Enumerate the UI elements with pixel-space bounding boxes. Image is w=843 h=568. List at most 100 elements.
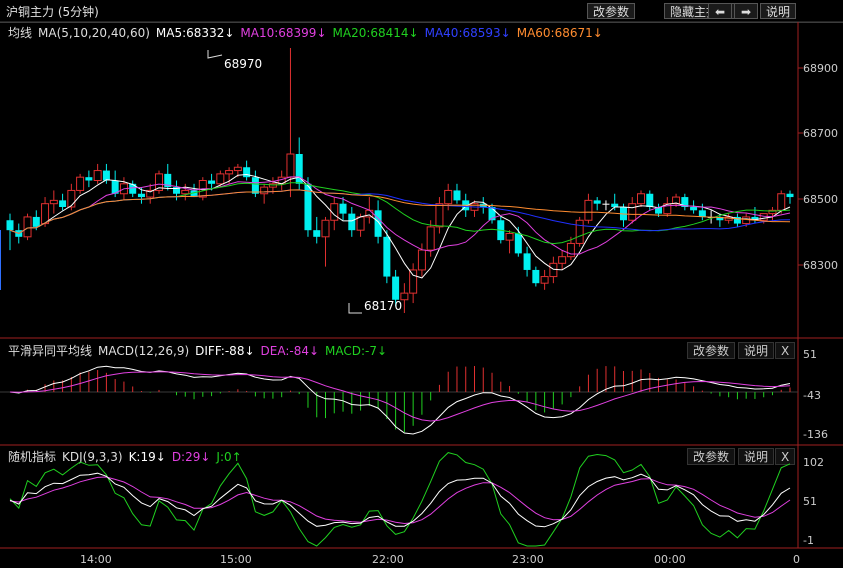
instrument-title: 沪铜主力 (5分钟) xyxy=(6,5,99,19)
kdj-params-button[interactable]: 改参数 xyxy=(687,448,736,465)
candle-body xyxy=(672,196,681,205)
candle-body xyxy=(400,292,409,301)
kdj-tick-102: 102 xyxy=(803,456,824,469)
kdj-d-line xyxy=(9,476,791,525)
candle-body xyxy=(286,153,295,178)
arrow-right-icon[interactable]: ➡ xyxy=(734,3,758,19)
arrow-left-icon[interactable]: ⬅ xyxy=(708,3,732,19)
candle-body xyxy=(497,220,505,241)
candle-body xyxy=(575,219,584,244)
candle-body xyxy=(505,233,514,241)
macd-y-ticks: 51 -43 -136 xyxy=(803,348,828,441)
candle-body xyxy=(637,193,646,205)
candle-body xyxy=(479,203,487,207)
kdj-k-line xyxy=(9,472,791,528)
high-marker xyxy=(207,50,223,59)
kdj-tick-51: 51 xyxy=(803,495,817,508)
candle-body xyxy=(268,183,277,188)
candle-body xyxy=(233,166,242,172)
kdj-label: 随机指标 xyxy=(8,450,57,464)
candle-body xyxy=(243,167,251,178)
candle-body xyxy=(724,216,733,221)
macd-legend: 平滑异同平均线 MACD(12,26,9) DIFF:-88↓ DEA:-84↓ MAC… xyxy=(8,342,393,359)
candle-body xyxy=(374,210,382,237)
candle-body xyxy=(768,209,777,215)
candle-body xyxy=(426,226,435,251)
x-label-0000: 00:00 xyxy=(654,553,686,566)
y-tick-68300: 68300 xyxy=(803,259,838,272)
candle-body xyxy=(523,253,531,270)
candle-body xyxy=(23,216,32,238)
ma60-value: MA60:68671↓ xyxy=(516,26,603,40)
macd-tick-51: 51 xyxy=(803,348,817,361)
kdj-j: J:0↑ xyxy=(216,450,242,464)
macd-params-button[interactable]: 改参数 xyxy=(687,342,736,359)
macd-dea-line xyxy=(9,371,791,422)
candle-body xyxy=(453,190,461,201)
macd-help-button[interactable]: 说明 xyxy=(738,342,775,359)
kdj-j-line xyxy=(9,452,791,547)
candle-body xyxy=(198,180,207,198)
candle-body xyxy=(514,233,522,254)
macd-label: 平滑异同平均线 xyxy=(8,344,93,358)
candle-body xyxy=(716,216,724,221)
main-y-ticks: 68900 68700 68500 68300 xyxy=(798,62,838,272)
kdj-tick--1: -1 xyxy=(803,534,814,547)
macd-group xyxy=(0,365,798,435)
top-toolbar: 沪铜主力 (5分钟) 改参数 隐藏主指标 ⬅ ➡ 说明 xyxy=(0,0,843,23)
ma10-value: MA10:68399↓ xyxy=(240,26,327,40)
candle-body xyxy=(15,230,23,237)
kdj-group xyxy=(9,452,791,547)
macd-dea: DEA:-84↓ xyxy=(260,344,320,358)
kdj-d: D:29↓ xyxy=(171,450,211,464)
candle-body xyxy=(549,262,558,278)
macd-tick-43: -43 xyxy=(803,389,821,402)
candle-body xyxy=(190,190,198,198)
candle-body xyxy=(154,173,163,191)
kdj-close-button[interactable]: X xyxy=(775,448,796,465)
candle-body xyxy=(628,203,637,221)
ma60-line xyxy=(9,189,791,235)
candle-body xyxy=(146,189,155,198)
candle-body xyxy=(216,173,225,185)
x-label-1400: 14:00 xyxy=(80,553,112,566)
main-legend: 均线 MA(5,10,20,40,60) MA5:68332↓ MA10:68399↓… xyxy=(8,24,609,41)
ma-params: MA(5,10,20,40,60) xyxy=(38,26,150,40)
candle-body xyxy=(119,183,128,195)
help-button[interactable]: 说明 xyxy=(760,3,797,19)
macd-params: MACD(12,26,9) xyxy=(98,344,190,358)
candle-body xyxy=(707,216,715,218)
ma-lines-group xyxy=(9,173,791,279)
candle-body xyxy=(49,199,58,205)
kdj-k: K:19↓ xyxy=(128,450,166,464)
low-marker xyxy=(348,303,362,314)
change-params-button[interactable]: 改参数 xyxy=(587,3,636,19)
high-label: 68970 xyxy=(224,57,262,71)
ma10-line xyxy=(9,176,791,255)
macd-close-button[interactable]: X xyxy=(775,342,796,359)
candle-body xyxy=(742,216,751,225)
candle-body xyxy=(444,189,453,205)
candle-body xyxy=(655,207,663,214)
candle-body xyxy=(619,207,627,221)
kdj-y-ticks: 102 51 -1 xyxy=(803,456,824,547)
macd-diff: DIFF:-88↓ xyxy=(195,344,255,358)
candle-body xyxy=(365,209,374,218)
candle-body xyxy=(93,170,102,181)
candle-body xyxy=(85,177,93,181)
y-tick-68900: 68900 xyxy=(803,62,838,75)
candle-body xyxy=(611,203,619,207)
kdj-help-button[interactable]: 说明 xyxy=(738,448,775,465)
candle-body xyxy=(786,193,794,198)
main-label: 均线 xyxy=(8,26,33,40)
candle-body xyxy=(181,189,190,195)
x-label-1500: 15:00 xyxy=(220,553,252,566)
candle-body xyxy=(759,213,768,221)
candle-body xyxy=(566,242,575,258)
candle-body xyxy=(584,199,593,221)
candles-group xyxy=(6,48,794,313)
candle-body xyxy=(698,210,706,217)
candle-body xyxy=(356,216,365,231)
x-label-2300: 23:00 xyxy=(512,553,544,566)
